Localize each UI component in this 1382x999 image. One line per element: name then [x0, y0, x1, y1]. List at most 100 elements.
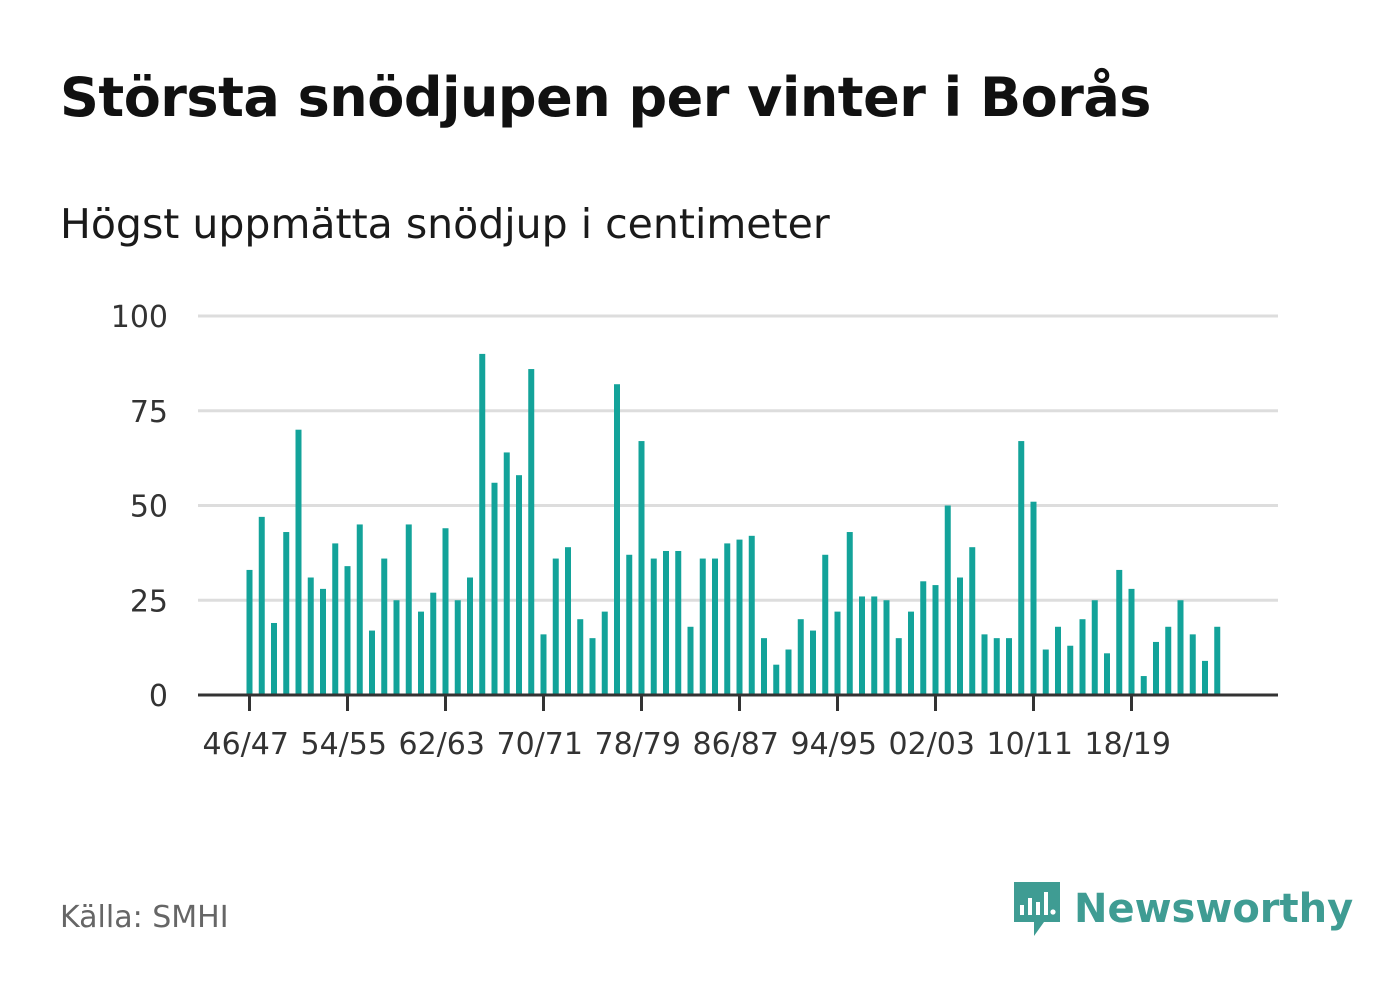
bar: [810, 630, 816, 695]
bar: [944, 505, 951, 695]
bar: [797, 619, 804, 695]
bar: [920, 581, 927, 695]
x-tick-label: 70/71: [497, 727, 583, 762]
bar: [356, 524, 363, 695]
bar: [503, 452, 510, 695]
x-tick-label: 54/55: [301, 727, 387, 762]
bar: [638, 441, 645, 695]
bar: [283, 532, 290, 695]
bar: [834, 611, 841, 695]
bar: [626, 554, 633, 695]
bar: [895, 638, 902, 695]
bar: [246, 569, 253, 695]
y-tick-label: 75: [130, 395, 168, 430]
bar: [418, 611, 424, 695]
bar: [1006, 638, 1012, 695]
newsworthy-logo-icon: [1014, 882, 1060, 936]
brand-name: Newsworthy: [1074, 886, 1354, 932]
bar: [295, 429, 302, 695]
bar: [1214, 626, 1221, 695]
y-tick-label: 50: [130, 490, 168, 525]
bar: [381, 558, 388, 695]
bar: [479, 353, 486, 695]
bar: [1202, 660, 1208, 695]
bar: [369, 630, 375, 695]
source-note: Källa: SMHI: [60, 900, 229, 935]
x-tick-label: 86/87: [693, 727, 779, 762]
chart-subtitle: Högst uppmätta snödjup i centimeter: [60, 200, 830, 248]
bar: [908, 611, 914, 695]
bar: [528, 369, 535, 695]
bar: [1128, 588, 1135, 695]
y-tick-label: 25: [130, 584, 168, 619]
bar: [1079, 619, 1086, 695]
bar: [822, 554, 829, 695]
bar: [993, 638, 1000, 695]
bar: [675, 550, 682, 695]
x-tick-label: 10/11: [987, 727, 1073, 762]
bar: [491, 482, 498, 695]
bar: [565, 547, 571, 695]
bar: [981, 634, 988, 695]
x-tick-label: 18/19: [1085, 727, 1171, 762]
bar: [957, 577, 963, 695]
x-tick-label: 62/63: [399, 727, 485, 762]
bar: [577, 619, 584, 695]
x-tick-label: 94/95: [791, 727, 877, 762]
bar: [761, 638, 767, 695]
bar: [712, 558, 718, 695]
bar: [454, 600, 461, 695]
bar: [430, 592, 437, 695]
bar: [1104, 653, 1110, 695]
y-axis-ticks: 0 25 50 75 100: [111, 300, 168, 714]
x-axis-ticks: 46/47 54/55 62/63 70/71 78/79 86/87 94/95 02/03…: [203, 695, 1171, 762]
bar: [969, 547, 976, 695]
bar: [1091, 600, 1098, 695]
bar: [871, 596, 878, 695]
bar: [1165, 626, 1172, 695]
bar: [1042, 649, 1049, 695]
bar: [1177, 600, 1184, 695]
bar: [1030, 501, 1037, 695]
bar: [258, 516, 265, 695]
x-tick-label: 78/79: [595, 727, 681, 762]
bar: [1018, 441, 1025, 695]
bar: [332, 543, 339, 695]
bars: [246, 353, 1221, 695]
bar: [1153, 641, 1159, 695]
bar: [846, 532, 853, 695]
bar: [307, 577, 314, 695]
bar: [785, 649, 792, 695]
bar: [736, 539, 743, 695]
bar: [883, 600, 890, 695]
bar: [320, 588, 326, 695]
bar: [614, 384, 620, 695]
bar: [601, 611, 608, 695]
bar: [1067, 645, 1074, 695]
bar: [1116, 569, 1123, 695]
bar: [393, 600, 400, 695]
bar: [699, 558, 706, 695]
bar: [467, 577, 473, 695]
bar: [271, 622, 277, 695]
bar: [748, 535, 755, 695]
bar: [650, 558, 657, 695]
y-tick-label: 0: [149, 679, 168, 714]
bar: [1140, 676, 1147, 695]
bar: [1055, 626, 1061, 695]
bar: [405, 524, 412, 695]
bar: [552, 558, 559, 695]
bar: [687, 626, 694, 695]
chart-title: Största snödjupen per vinter i Borås: [60, 66, 1151, 129]
bar: [663, 550, 669, 695]
bar: [1189, 634, 1196, 695]
bar: [540, 634, 547, 695]
x-tick-label: 46/47: [203, 727, 289, 762]
bar: [773, 664, 780, 695]
x-tick-label: 02/03: [889, 727, 975, 762]
bar: [344, 566, 351, 695]
bar: [932, 585, 939, 695]
bar: [516, 475, 522, 695]
brand-logo: Newsworthy: [1010, 878, 1353, 940]
